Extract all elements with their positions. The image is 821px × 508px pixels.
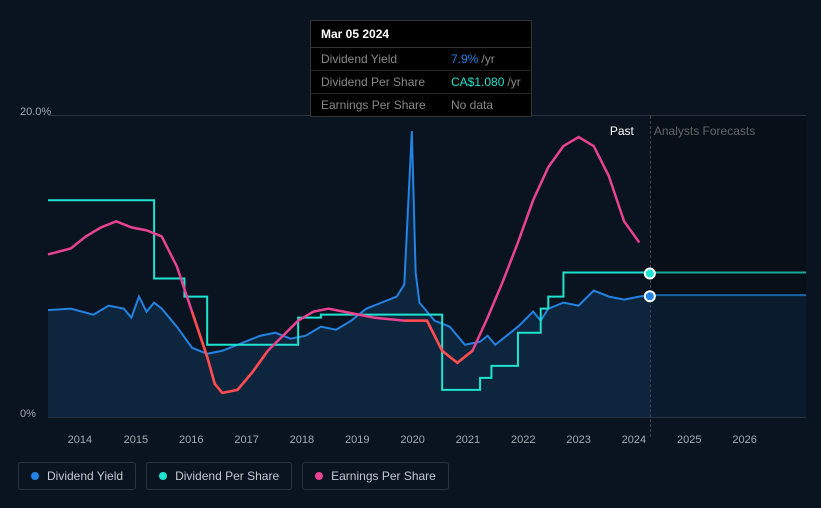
forecast-labels: Past Analysts Forecasts: [610, 124, 755, 138]
x-axis-tick: 2026: [732, 434, 756, 446]
chart-legend: Dividend Yield Dividend Per Share Earnings…: [18, 462, 449, 490]
tooltip-row-suffix: /yr: [507, 75, 520, 89]
x-axis-tick: 2014: [68, 434, 92, 446]
x-axis-tick: 2018: [290, 434, 314, 446]
legend-dot: [315, 472, 323, 480]
x-axis-tick: 2019: [345, 434, 369, 446]
tooltip-row-value: CA$1.080: [451, 75, 504, 89]
tooltip-row-value: No data: [451, 98, 493, 112]
forecast-region: [650, 116, 806, 417]
legend-dot: [31, 472, 39, 480]
forecast-label: Analysts Forecasts: [654, 124, 755, 138]
chart-container: Mar 05 2024 Dividend Yield7.9%/yrDividen…: [0, 0, 821, 508]
tooltip-date: Mar 05 2024: [311, 21, 531, 48]
x-axis-tick: 2016: [179, 434, 203, 446]
tooltip-row: Dividend Yield7.9%/yr: [311, 48, 531, 71]
x-axis-tick: 2020: [400, 434, 424, 446]
hover-marker-line: [650, 116, 651, 437]
tooltip-row: Earnings Per ShareNo data: [311, 94, 531, 116]
chart-tooltip: Mar 05 2024 Dividend Yield7.9%/yrDividen…: [310, 20, 532, 117]
x-axis-tick: 2025: [677, 434, 701, 446]
tooltip-row-label: Dividend Yield: [321, 52, 451, 66]
legend-label: Dividend Per Share: [175, 469, 279, 483]
x-axis-tick: 2017: [234, 434, 258, 446]
x-axis-tick: 2023: [566, 434, 590, 446]
tooltip-row-label: Earnings Per Share: [321, 98, 451, 112]
chart-plot-area[interactable]: Past Analysts Forecasts: [48, 115, 806, 418]
x-axis-tick: 2022: [511, 434, 535, 446]
tooltip-row: Dividend Per ShareCA$1.080/yr: [311, 71, 531, 94]
tooltip-row-suffix: /yr: [481, 52, 494, 66]
x-axis-tick: 2015: [124, 434, 148, 446]
y-axis-min: 0%: [20, 408, 36, 420]
legend-dot: [159, 472, 167, 480]
x-axis-tick: 2024: [622, 434, 646, 446]
tooltip-row-value: 7.9%: [451, 52, 478, 66]
legend-label: Dividend Yield: [47, 469, 123, 483]
y-axis-max: 20.0%: [20, 106, 51, 118]
past-label: Past: [610, 124, 634, 138]
legend-label: Earnings Per Share: [331, 469, 436, 483]
legend-item[interactable]: Dividend Per Share: [146, 462, 292, 490]
legend-item[interactable]: Earnings Per Share: [302, 462, 449, 490]
legend-item[interactable]: Dividend Yield: [18, 462, 136, 490]
x-axis-tick: 2021: [456, 434, 480, 446]
tooltip-row-label: Dividend Per Share: [321, 75, 451, 89]
